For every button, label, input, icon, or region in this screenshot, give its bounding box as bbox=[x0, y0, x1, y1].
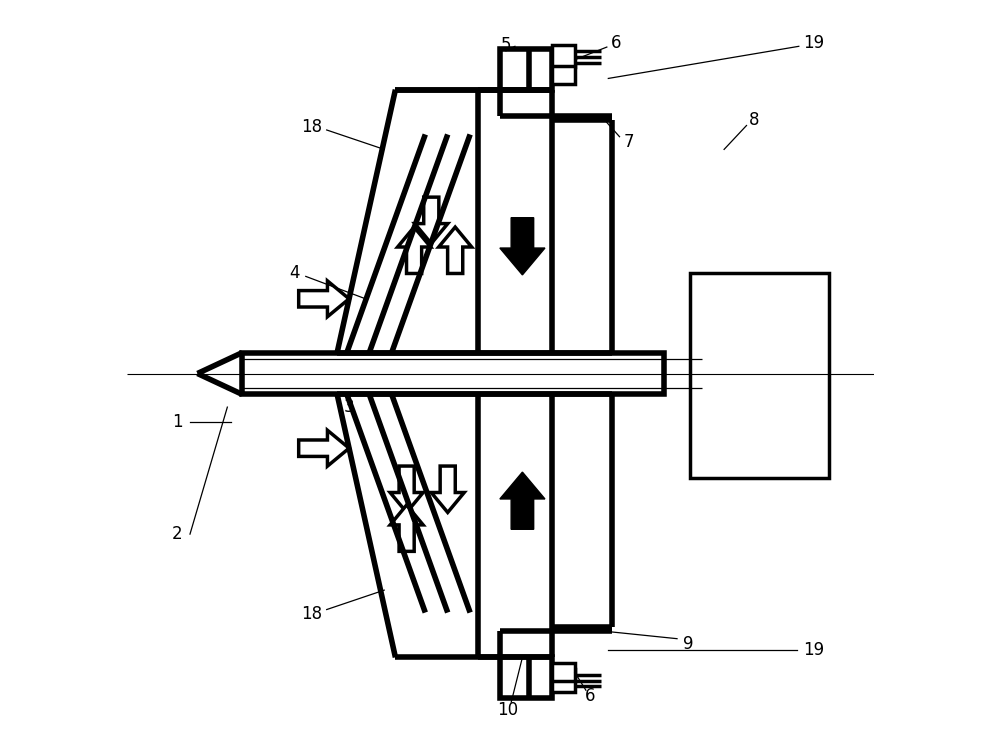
Text: 19: 19 bbox=[803, 34, 824, 52]
Bar bbox=[552, 663, 575, 681]
Bar bbox=[500, 49, 552, 90]
Bar bbox=[552, 669, 575, 692]
Polygon shape bbox=[390, 505, 423, 551]
Bar bbox=[552, 66, 575, 84]
Text: 6: 6 bbox=[611, 34, 621, 52]
Polygon shape bbox=[398, 227, 431, 273]
Bar bbox=[552, 45, 575, 67]
Polygon shape bbox=[299, 281, 349, 317]
Text: 7: 7 bbox=[623, 133, 634, 151]
Text: 18: 18 bbox=[301, 605, 322, 623]
Polygon shape bbox=[500, 217, 545, 275]
Polygon shape bbox=[431, 466, 464, 512]
Text: 2: 2 bbox=[172, 525, 183, 543]
Bar bbox=[500, 657, 552, 698]
Text: 19: 19 bbox=[803, 641, 824, 659]
Text: 6: 6 bbox=[584, 687, 595, 705]
Text: 10: 10 bbox=[497, 701, 518, 719]
Polygon shape bbox=[415, 197, 448, 244]
Text: 8: 8 bbox=[749, 111, 759, 128]
Text: 3: 3 bbox=[344, 398, 354, 416]
Polygon shape bbox=[500, 472, 545, 530]
Text: 9: 9 bbox=[683, 635, 693, 653]
Text: 1: 1 bbox=[172, 413, 183, 431]
Polygon shape bbox=[439, 227, 472, 273]
Text: 5: 5 bbox=[501, 36, 511, 54]
Bar bbox=[242, 353, 664, 394]
Polygon shape bbox=[390, 466, 423, 512]
Bar bbox=[690, 273, 829, 478]
Polygon shape bbox=[299, 430, 349, 466]
Text: 18: 18 bbox=[301, 118, 322, 136]
Text: 4: 4 bbox=[289, 264, 300, 282]
